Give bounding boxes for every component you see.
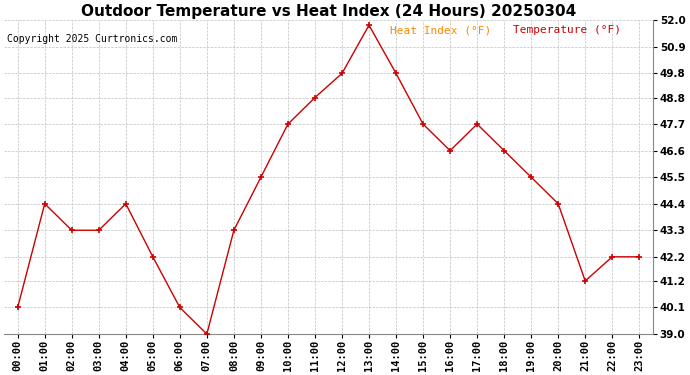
- Text: Heat Index (°F): Heat Index (°F): [390, 25, 491, 35]
- Text: Temperature (°F): Temperature (°F): [513, 25, 621, 35]
- Text: Copyright 2025 Curtronics.com: Copyright 2025 Curtronics.com: [7, 34, 177, 44]
- Title: Outdoor Temperature vs Heat Index (24 Hours) 20250304: Outdoor Temperature vs Heat Index (24 Ho…: [81, 4, 576, 19]
